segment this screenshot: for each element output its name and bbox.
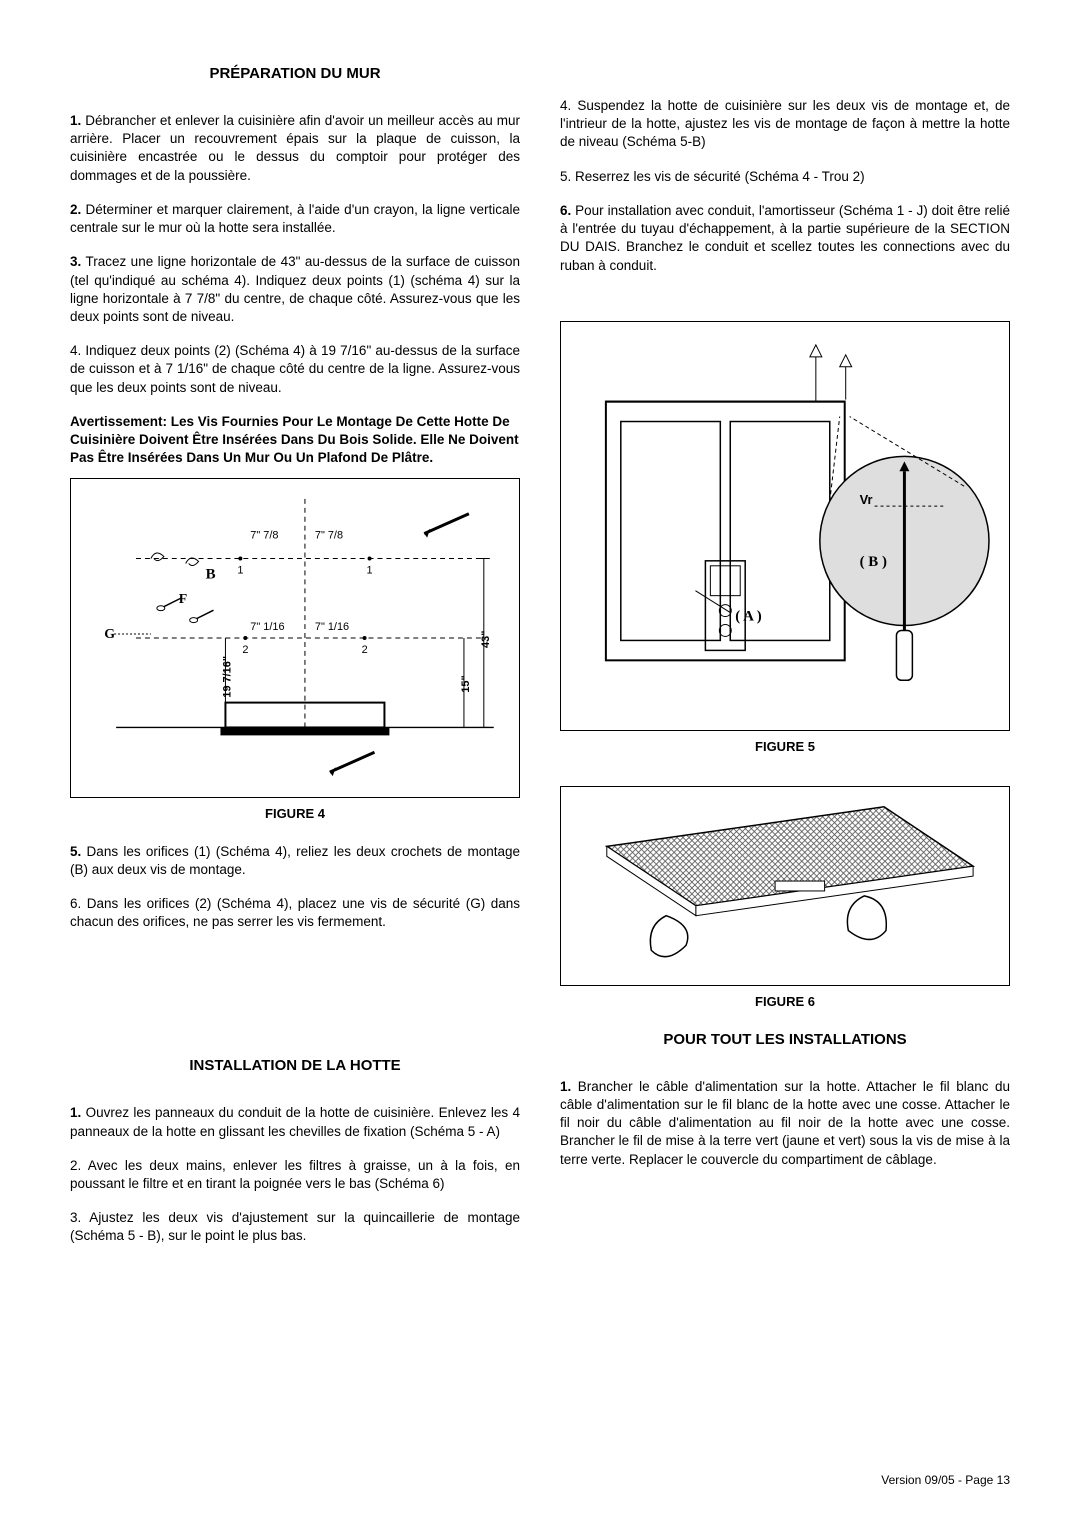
- section-title-installation: INSTALLATION DE LA HOTTE: [70, 1057, 520, 1074]
- page-footer: Version 09/05 - Page 13: [881, 1473, 1010, 1487]
- fig4-lbl-G: G: [104, 627, 115, 642]
- prep-para-2: 2. Déterminer et marquer clairement, à l…: [70, 201, 520, 237]
- figure-6: [560, 786, 1010, 986]
- pour-tout-para-1: 1. Brancher le câble d'alimentation sur …: [560, 1078, 1010, 1169]
- install-para-3: 3. Ajustez les deux vis d'ajustement sur…: [70, 1209, 520, 1245]
- fig4-lbl-19: 19 7/16": [221, 656, 233, 698]
- num-2: 2.: [70, 202, 81, 217]
- r-text-6: Pour installation avec conduit, l'amorti…: [560, 203, 1010, 273]
- figure-6-caption: FIGURE 6: [560, 994, 1010, 1009]
- figure-4-caption: FIGURE 4: [70, 806, 520, 821]
- num-3: 3.: [70, 254, 81, 269]
- prep-para-1: 1. Débrancher et enlever la cuisinière a…: [70, 112, 520, 185]
- num-1: 1.: [70, 113, 81, 128]
- text-1: Débrancher et enlever la cuisinière afin…: [70, 113, 520, 183]
- fig4-lbl-ml: 7" 1/16: [250, 621, 284, 633]
- prep-para-5: 5. Dans les orifices (1) (Schéma 4), rel…: [70, 843, 520, 879]
- svg-text:2: 2: [242, 643, 248, 655]
- fig5-lbl-A: ( A ): [735, 608, 762, 624]
- text-2: Déterminer et marquer clairement, à l'ai…: [70, 202, 520, 235]
- figure-5: ( A ) Vr ( B ): [560, 321, 1010, 731]
- fig4-lbl-43: 43": [480, 630, 492, 647]
- prep-para-3: 3. Tracez une ligne horizontale de 43" a…: [70, 253, 520, 326]
- svg-text:1: 1: [367, 564, 373, 576]
- right-para-4: 4. Suspendez la hotte de cuisinière sur …: [560, 97, 1010, 152]
- right-column: 4. Suspendez la hotte de cuisinière sur …: [560, 65, 1010, 1262]
- text-5: Dans les orifices (1) (Schéma 4), reliez…: [70, 844, 520, 877]
- fig5-lbl-B: ( B ): [860, 554, 887, 570]
- install-para-2: 2. Avec les deux mains, enlever les filt…: [70, 1157, 520, 1193]
- svg-text:1: 1: [237, 564, 243, 576]
- svg-text:2: 2: [362, 643, 368, 655]
- right-para-5: 5. Reserrez les vis de sécurité (Schéma …: [560, 168, 1010, 186]
- fig5-lbl-Vr: Vr: [860, 492, 873, 507]
- fig4-lbl-15: 15": [460, 675, 472, 692]
- section-title-preparation: PRÉPARATION DU MUR: [70, 65, 520, 82]
- fig4-lbl-mr: 7" 1/16: [315, 621, 349, 633]
- text-3: Tracez une ligne horizontale de 43" au-d…: [70, 254, 520, 324]
- inst-num-1: 1.: [70, 1105, 81, 1120]
- section-title-pour-tout: POUR TOUT LES INSTALLATIONS: [560, 1031, 1010, 1048]
- fig4-lbl-B: B: [206, 566, 216, 582]
- fig4-lbl-tr: 7" 7/8: [315, 529, 343, 541]
- warning-text: Avertissement: Les Vis Fournies Pour Le …: [70, 413, 520, 468]
- inst-text-1: Ouvrez les panneaux du conduit de la hot…: [70, 1105, 520, 1138]
- pt-text-1: Brancher le câble d'alimentation sur la …: [560, 1079, 1010, 1167]
- figure-5-caption: FIGURE 5: [560, 739, 1010, 754]
- r-num-6: 6.: [560, 203, 571, 218]
- num-5: 5.: [70, 844, 81, 859]
- left-column: PRÉPARATION DU MUR 1. Débrancher et enle…: [70, 65, 520, 1262]
- right-para-6: 6. Pour installation avec conduit, l'amo…: [560, 202, 1010, 275]
- fig4-lbl-F: F: [179, 592, 188, 607]
- fig4-lbl-tl: 7" 7/8: [250, 529, 278, 541]
- prep-para-4: 4. Indiquez deux points (2) (Schéma 4) à…: [70, 342, 520, 397]
- install-para-1: 1. Ouvrez les panneaux du conduit de la …: [70, 1104, 520, 1140]
- figure-4: 1 1 2 2 7" 7/8 7" 7/8 7" 1/16 7" 1/16 B: [70, 478, 520, 798]
- prep-para-6: 6. Dans les orifices (2) (Schéma 4), pla…: [70, 895, 520, 931]
- pt-num-1: 1.: [560, 1079, 571, 1094]
